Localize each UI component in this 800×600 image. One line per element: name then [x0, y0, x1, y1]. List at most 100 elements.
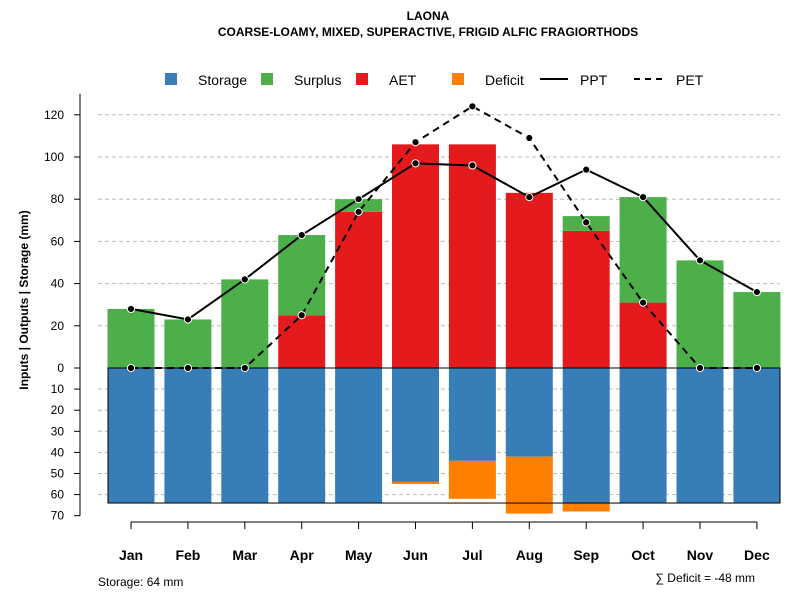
legend-ppt-label: PPT [580, 72, 608, 88]
bars [107, 144, 781, 514]
pet-point-nov [695, 363, 705, 373]
y-tick-label: 100 [44, 150, 64, 164]
pet-line [131, 105, 757, 369]
ppt-point-jun [411, 159, 420, 168]
chart-subtitle: COARSE-LOAMY, MIXED, SUPERACTIVE, FRIGID… [218, 25, 638, 39]
ppt-point-apr [297, 230, 306, 240]
ppt-point-jul [468, 161, 477, 170]
legend-pet-label: PET [676, 72, 704, 88]
y-tick-label: 0 [57, 361, 64, 375]
x-tick-label-nov: Nov [687, 547, 714, 563]
deficit-bar-aug [505, 456, 553, 514]
aet-bar-sep [562, 230, 610, 368]
deficit-sum-note: ∑ Deficit = -48 mm [655, 571, 755, 585]
y-tick-label: 40 [51, 277, 65, 291]
y-tick-label: 120 [44, 108, 64, 122]
pet-point-sep [582, 218, 591, 227]
pet-point-may [354, 207, 363, 216]
ppt-point-mar [240, 275, 249, 284]
aet-bar-jul [448, 144, 496, 368]
pet-point-aug [525, 133, 534, 143]
x-tick-label-jun: Jun [403, 547, 428, 563]
x-tick-label-jan: Jan [119, 547, 143, 563]
storage-bar-nov [676, 368, 724, 504]
pet-point-feb [183, 363, 192, 373]
x-tick-label-sep: Sep [573, 547, 599, 563]
y-tick-label: 10 [51, 382, 65, 396]
deficit-bar-jul [448, 460, 496, 499]
aet-bar-aug [505, 192, 553, 368]
x-tick-label-mar: Mar [232, 547, 257, 563]
x-tick-label-dec: Dec [744, 547, 770, 563]
y-axis-label: Inputs | Outputs | Storage (mm) [17, 210, 31, 389]
deficit-bar-sep [562, 503, 610, 512]
x-tick-label-jul: Jul [462, 547, 482, 563]
x-tick-label-apr: Apr [290, 547, 315, 563]
ppt-point-may [354, 195, 363, 204]
pet-point-mar [240, 363, 249, 373]
storage-bar-jun [392, 368, 439, 482]
ppt-point-aug [525, 192, 534, 202]
ppt-point-nov [695, 256, 705, 265]
storage-bar-feb [164, 368, 212, 504]
y-tick-label: 60 [51, 234, 65, 248]
x-tick-label-feb: Feb [175, 547, 200, 563]
aet-bar-may [335, 211, 383, 368]
storage-bar-sep [562, 368, 610, 504]
storage-bar-jan [107, 368, 155, 504]
aet-bar-jun [392, 144, 439, 368]
storage-capacity-note: Storage: 64 mm [98, 575, 183, 589]
chart-title: LAONA [407, 9, 450, 23]
storage-bar-may [335, 368, 383, 504]
x-tick-label-oct: Oct [631, 547, 655, 563]
storage-bar-mar [221, 368, 269, 504]
pet-point-jun [411, 138, 420, 147]
legend-aet-label: AET [389, 72, 417, 88]
y-tick-label: 60 [51, 488, 65, 502]
surplus-bar-mar [221, 279, 269, 368]
surplus-bar-oct [619, 197, 667, 303]
pet-point-oct [639, 298, 648, 307]
pet-point-dec [752, 363, 762, 373]
storage-bar-oct [619, 368, 667, 504]
y-tick-label: 30 [51, 424, 65, 438]
axes: 0 20 40 60 80 100 120 10 20 30 40 50 60 70 Jan Feb Mar Ap… [44, 93, 770, 563]
legend: Storage Surplus AET Deficit PPT PET [165, 72, 704, 88]
x-tick-label-may: May [345, 547, 372, 563]
ppt-line [130, 162, 758, 321]
surplus-bar-feb [164, 319, 212, 368]
ppt-point-sep [582, 165, 591, 174]
ppt-point-oct [639, 192, 648, 202]
aet-bar-apr [278, 315, 326, 368]
storage-bar-aug [505, 368, 553, 457]
legend-storage-label: Storage [198, 72, 247, 88]
legend-deficit-label: Deficit [485, 72, 524, 88]
y-tick-label: 40 [51, 445, 65, 459]
ppt-point-jan [126, 304, 136, 314]
legend-aet-swatch [356, 73, 368, 85]
pet-point-apr [297, 311, 306, 320]
y-tick-label: 70 [51, 509, 65, 523]
surplus-bar-jan [107, 308, 155, 368]
ppt-point-dec [752, 287, 762, 297]
storage-bar-apr [278, 368, 326, 504]
y-tick-label: 80 [51, 192, 65, 206]
legend-deficit-swatch [452, 73, 464, 85]
storage-bar-dec [733, 368, 781, 504]
legend-surplus-swatch [261, 73, 273, 85]
legend-storage-swatch [165, 73, 177, 85]
aet-bar-oct [619, 302, 667, 368]
deficit-bar-jun [392, 481, 439, 485]
pet-point-jul [468, 102, 477, 111]
y-tick-label: 20 [51, 403, 65, 417]
storage-bar-jul [448, 368, 496, 461]
surplus-bar-may [335, 199, 383, 212]
y-tick-label: 50 [51, 467, 65, 481]
surplus-bar-nov [676, 260, 724, 368]
y-tick-label: 20 [51, 319, 65, 333]
ppt-point-feb [183, 315, 192, 324]
surplus-bar-dec [733, 292, 781, 368]
pet-point-jan [126, 363, 136, 373]
legend-surplus-label: Surplus [294, 72, 341, 88]
